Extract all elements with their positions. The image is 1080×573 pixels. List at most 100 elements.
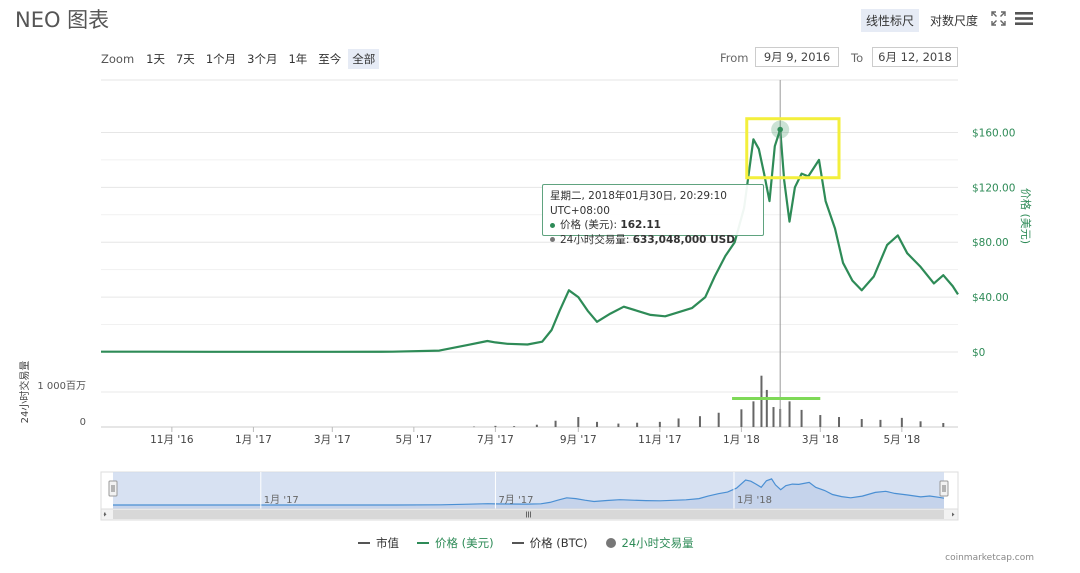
price-dot-icon <box>550 222 555 228</box>
scrollbar-track[interactable] <box>100 508 959 521</box>
x-tick-label: 5月 '17 <box>395 434 432 446</box>
navigator-area <box>113 478 944 509</box>
zoom-3m-button[interactable]: 3个月 <box>247 52 278 66</box>
volume-bar <box>819 415 822 427</box>
price-tick-label: $160.00 <box>972 127 1015 139</box>
highlight-box <box>745 117 841 180</box>
volume-bar <box>494 425 497 427</box>
volume-bar <box>513 426 516 427</box>
legend-line-icon <box>511 542 524 544</box>
volume-bar <box>765 389 768 427</box>
volume-bar <box>535 424 538 427</box>
zoom-all-button[interactable]: 全部 <box>348 49 380 69</box>
price-tick-label: $120.00 <box>972 182 1015 194</box>
price-tooltip: 星期二, 2018年01月30日, 20:29:10 UTC+08:00 价格 … <box>542 184 764 246</box>
legend-line-icon <box>417 542 429 544</box>
volume-bar <box>900 417 903 427</box>
scrollbar-thumb[interactable] <box>113 510 944 519</box>
to-date-input[interactable]: 6月 12, 2018 <box>872 47 958 67</box>
x-tick-label: 7月 '17 <box>477 434 514 446</box>
volume-bar <box>577 417 580 427</box>
legend-dot-icon <box>605 538 616 548</box>
zoom-1y-button[interactable]: 1年 <box>288 52 308 66</box>
volume-bar <box>772 407 775 427</box>
volume-bar <box>800 409 803 427</box>
legend-label: 24小时交易量 <box>621 536 694 550</box>
volume-bar <box>779 408 782 427</box>
legend-item-volume[interactable]: 24小时交易量 <box>605 535 694 551</box>
hover-point <box>777 126 783 133</box>
price-tick-label: $0 <box>972 347 985 359</box>
price-axis-title: 价格 (美元) <box>1019 188 1033 244</box>
tooltip-date: 星期二, 2018年01月30日, 20:29:10 UTC+08:00 <box>550 190 727 217</box>
navigator-left-handle[interactable] <box>108 480 118 497</box>
tooltip-volume-label: 24小时交易量: <box>560 233 630 246</box>
volume-bar <box>617 423 620 427</box>
price-tick-label: $80.00 <box>972 237 1009 249</box>
tooltip-price-value: 162.11 <box>620 219 661 231</box>
from-label: From <box>720 51 749 65</box>
volume-dot-icon <box>550 237 555 242</box>
volume-bar <box>740 409 743 427</box>
volume-bar <box>658 421 661 427</box>
page-title: NEO 图表 <box>15 8 110 32</box>
volume-bar <box>860 419 863 427</box>
expand-icon[interactable] <box>991 11 1006 26</box>
volume-bar <box>752 401 755 427</box>
log-scale-button[interactable]: 对数尺度 <box>929 14 978 28</box>
volume-tick-label: 1 000百万 <box>37 380 86 392</box>
tooltip-volume-row: 24小时交易量: 633,048,000 USD <box>550 233 756 248</box>
volume-bar <box>760 375 763 427</box>
tooltip-volume-value: 633,048,000 USD <box>632 233 735 246</box>
x-tick-label: 1月 '18 <box>723 434 760 446</box>
volume-bar <box>636 422 639 427</box>
legend-item-price-usd[interactable]: 价格 (美元) <box>417 535 494 551</box>
legend-label: 价格 (美元) <box>435 536 494 550</box>
legend-label: 价格 (BTC) <box>529 536 588 550</box>
volume-bar <box>919 421 922 427</box>
hamburger-menu-icon[interactable] <box>1015 11 1033 26</box>
volume-axis-title: 24小时交易量 <box>18 361 31 424</box>
tooltip-price-row: 价格 (美元): 162.11 <box>550 218 756 233</box>
x-tick-label: 11月 '17 <box>638 434 681 446</box>
legend-item-market-cap[interactable]: 市值 <box>358 535 399 551</box>
legend-line-icon <box>358 542 370 544</box>
linear-scale-button[interactable]: 线性标尺 <box>860 9 919 32</box>
zoom-label: Zoom <box>101 52 135 66</box>
zoom-ytd-button[interactable]: 至今 <box>318 52 342 66</box>
navigator-right-handle[interactable] <box>939 480 949 497</box>
zoom-1m-button[interactable]: 1个月 <box>205 52 237 66</box>
scroll-left-arrow-icon[interactable] <box>103 512 107 517</box>
hover-halo <box>771 120 790 139</box>
scale-toggle: 线性标尺 对数尺度 <box>860 9 983 32</box>
volume-bar <box>788 401 791 427</box>
from-date-input[interactable]: 9月 9, 2016 <box>755 47 839 67</box>
x-tick-label: 3月 '17 <box>314 434 351 446</box>
volume-bar <box>838 417 841 427</box>
tooltip-price-label: 价格 (美元): <box>560 219 618 231</box>
volume-bar <box>879 419 882 427</box>
x-tick-label: 11月 '16 <box>150 434 194 446</box>
x-tick-label: 5月 '18 <box>883 434 920 446</box>
legend-item-price-btc[interactable]: 价格 (BTC) <box>511 535 588 551</box>
navigator-label: 7月 '17 <box>498 494 533 506</box>
navigator-label: 1月 '17 <box>264 494 299 506</box>
zoom-1d-button[interactable]: 1天 <box>146 52 165 66</box>
chart-legend: 市值 价格 (美元) 价格 (BTC) 24小时交易量 <box>358 535 694 551</box>
navigator-line <box>113 478 945 506</box>
navigator-selection[interactable] <box>113 472 944 509</box>
scroll-right-arrow-icon[interactable] <box>952 512 955 517</box>
legend-label: 市值 <box>376 536 399 550</box>
x-tick-label: 1月 '17 <box>235 434 272 446</box>
navigator-frame <box>100 471 959 510</box>
price-tick-label: $40.00 <box>972 292 1009 304</box>
volume-bar <box>717 412 720 427</box>
zoom-7d-button[interactable]: 7天 <box>175 52 195 66</box>
navigator-label: 1月 '18 <box>737 494 772 506</box>
volume-bar <box>473 426 476 428</box>
volume-tick-label: 0 <box>80 417 86 428</box>
x-tick-label: 3月 '18 <box>802 434 839 446</box>
volume-bar <box>596 421 599 427</box>
credit-text[interactable]: coinmarketcap.com <box>945 553 1034 563</box>
